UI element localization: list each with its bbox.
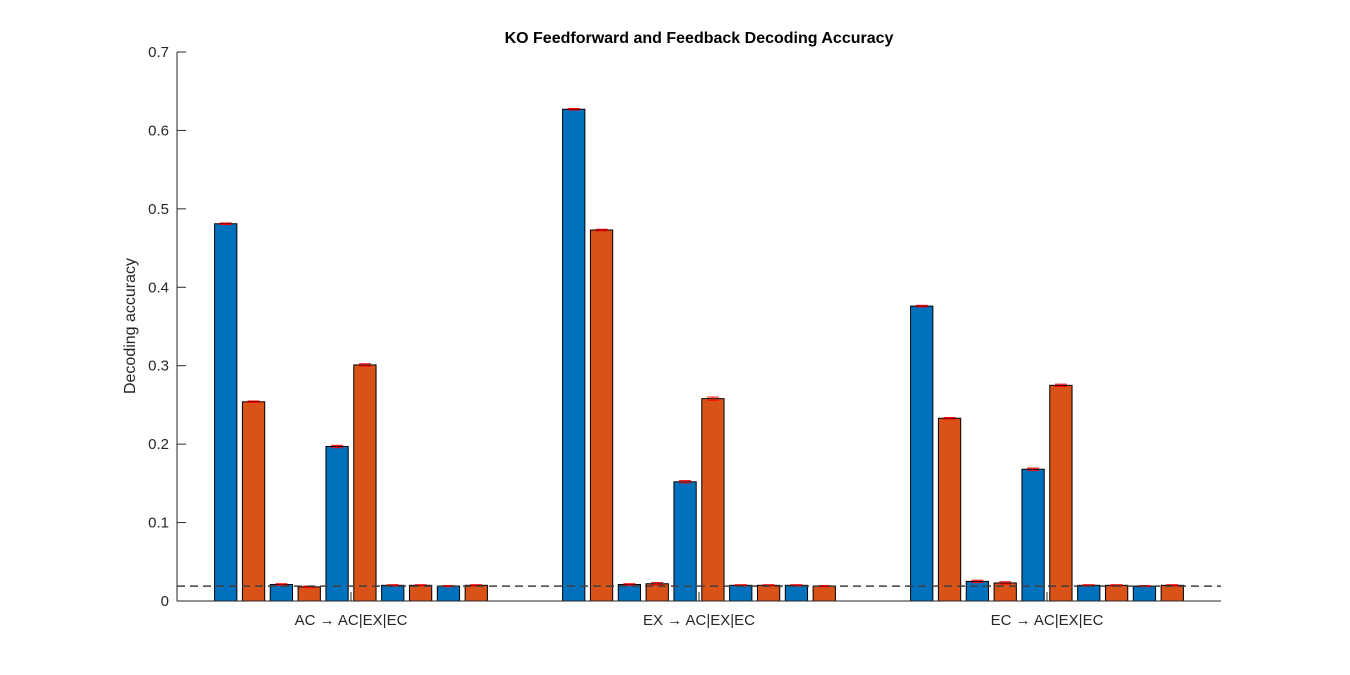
bar [241,401,266,602]
bar [1104,584,1129,602]
y-tick-label: 0.2 [148,436,169,453]
axes-layer: 0 0.1 0.2 0.3 0.4 0.5 0.6 0.7 AC → AC|EX|EC EX → … [148,44,1221,629]
bar [937,417,962,602]
y-tick-label: 0.7 [148,44,169,61]
bar [269,584,294,602]
bars-layer [214,108,1184,602]
x-tick-label: EC → AC|EX|EC [991,612,1104,629]
bar [784,584,809,602]
y-tick-label: 0.1 [148,515,169,532]
y-tick-label: 0.6 [148,122,169,139]
y-axis-label: Decoding accuracy [122,258,139,394]
bar [1160,584,1184,602]
bar [1132,585,1157,602]
bar [673,481,697,602]
bar [562,108,586,602]
bar [464,584,488,602]
bar [1021,468,1045,602]
bar [589,229,614,602]
bar [1077,584,1101,602]
chart-title: KO Feedforward and Feedback Decoding Acc… [505,30,894,47]
bar [965,580,990,602]
y-tick-label: 0.5 [148,201,169,218]
bar [436,585,461,602]
bar [408,584,433,602]
x-tick-label: EX → AC|EX|EC [643,612,755,629]
y-tick-label: 0.3 [148,358,169,375]
y-tick-label: 0.4 [148,279,169,296]
bar [617,584,642,602]
bar [1049,384,1073,602]
bar [381,584,405,602]
bar [812,585,836,602]
x-tick-label: AC → AC|EX|EC [295,612,408,629]
y-tick-label: 0 [161,593,169,610]
bar [910,305,934,602]
bar [756,584,781,602]
error-bars-layer [219,107,1179,589]
bar [297,586,321,602]
bar [729,584,753,602]
bar [214,223,238,602]
bar [325,446,349,602]
bar [701,398,725,602]
bar [353,364,377,602]
